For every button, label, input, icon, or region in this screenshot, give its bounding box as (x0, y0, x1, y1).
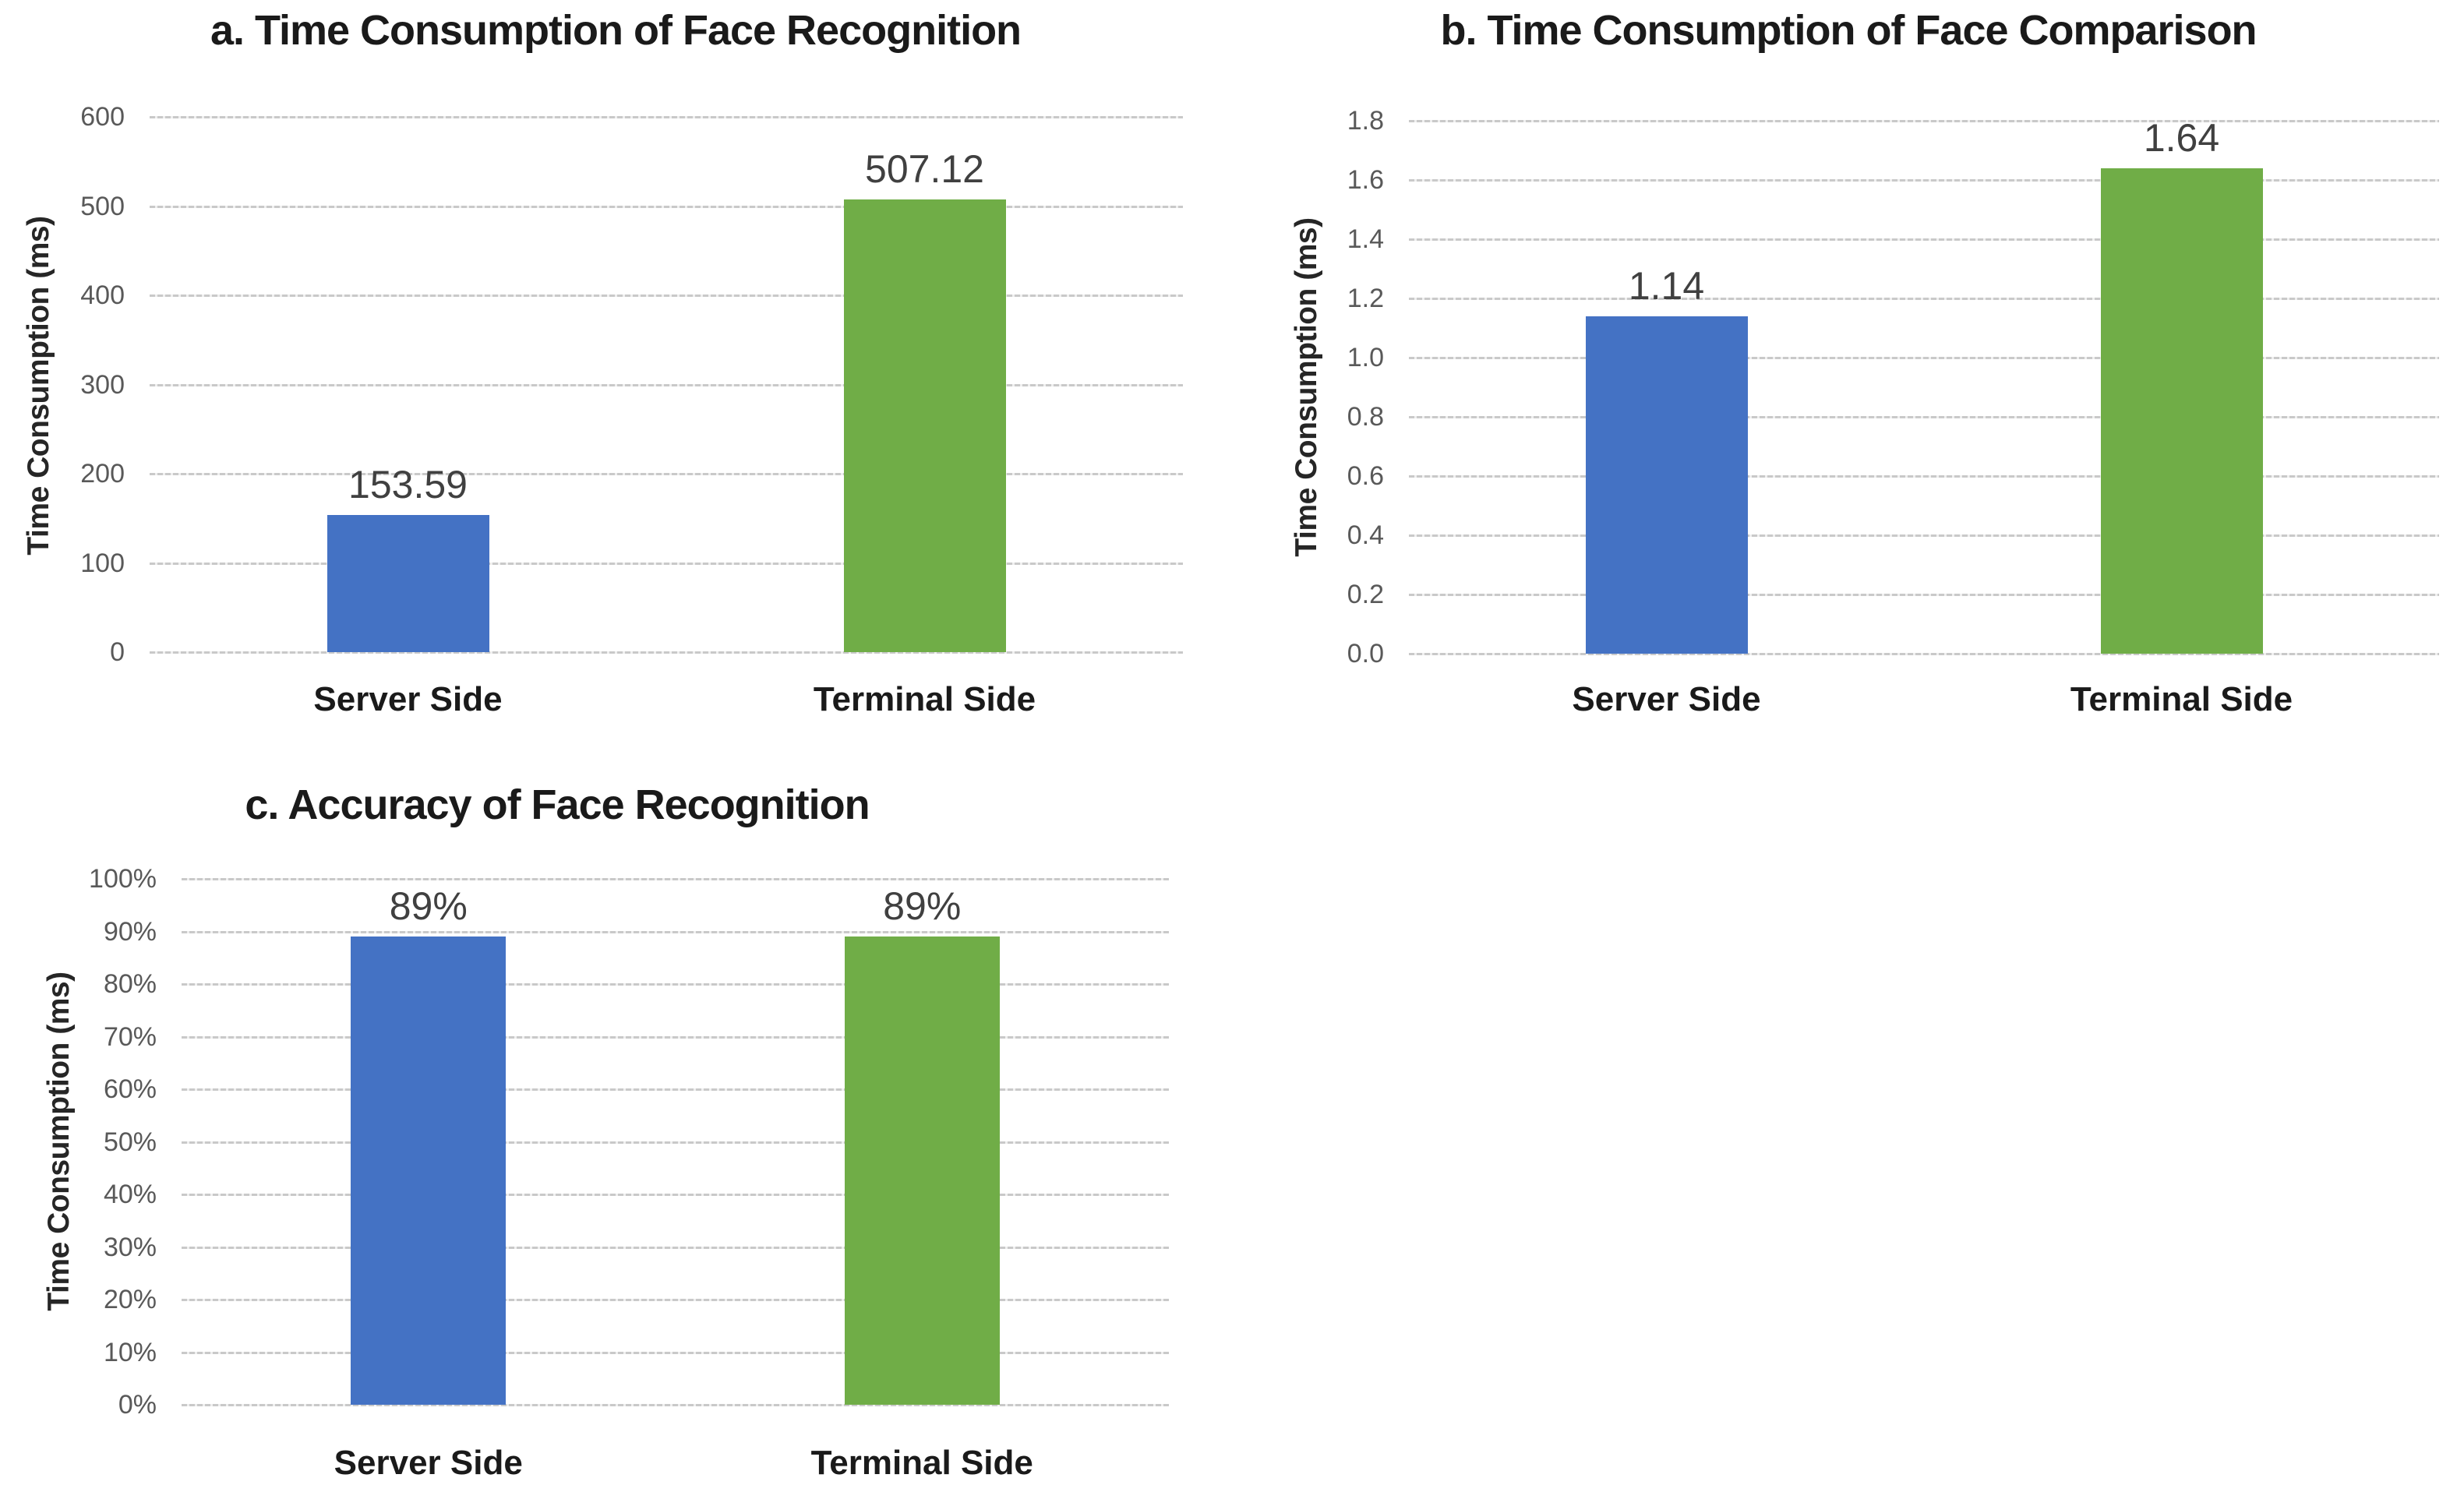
y-tick-label: 500 (80, 191, 125, 221)
bar-value-label: 89% (389, 884, 468, 929)
y-tick-label: 0.2 (1347, 580, 1384, 609)
gridline (150, 205, 1183, 208)
y-tick-label: 400 (80, 280, 125, 310)
y-tick-label: 300 (80, 369, 125, 400)
y-tick-label: 0% (118, 1390, 157, 1420)
gridline (182, 1035, 1169, 1039)
y-tick-label: 0.0 (1347, 639, 1384, 668)
chart-title: a. Time Consumption of Face Recognition (210, 7, 1022, 54)
gridline (182, 1246, 1169, 1249)
y-tick-label: 1.8 (1347, 106, 1384, 136)
y-tick-label: 100% (89, 864, 157, 894)
gridline (1409, 416, 2439, 418)
plot-area (1409, 121, 2439, 654)
gridline (182, 1141, 1169, 1144)
gridline (182, 1194, 1169, 1196)
y-tick-label: 10% (103, 1337, 157, 1367)
gridline (1409, 594, 2439, 596)
chart-title: c. Accuracy of Face Recognition (245, 781, 870, 828)
y-tick-label: 90% (103, 916, 157, 947)
gridline (150, 295, 1183, 297)
gridline (182, 878, 1169, 880)
gridline (150, 473, 1183, 475)
gridline (150, 383, 1183, 386)
y-tick-label: 70% (103, 1021, 157, 1052)
gridline (182, 1351, 1169, 1354)
bar-server-side (1585, 316, 1748, 654)
bar-value-label: 89% (883, 884, 962, 929)
gridline (1409, 534, 2439, 537)
y-tick-label: 1.4 (1347, 224, 1384, 254)
gridline (150, 651, 1183, 654)
y-tick-label: 0.8 (1347, 402, 1384, 432)
x-category-label: Terminal Side (813, 680, 1036, 718)
y-tick-label: 60% (103, 1074, 157, 1104)
bar-server-side (351, 937, 507, 1405)
bar-server-side (327, 515, 489, 652)
y-tick-label: 100 (80, 548, 125, 578)
x-category-label: Terminal Side (810, 1444, 1033, 1482)
gridline (1409, 357, 2439, 359)
chart-accuracy-face-recognition: c. Accuracy of Face Recognition Time Con… (0, 740, 1231, 1485)
gridline (182, 1299, 1169, 1301)
chart-time-consumption-face-recognition: a. Time Consumption of Face Recognition … (0, 0, 1231, 740)
bar-value-label: 1.14 (1628, 263, 1705, 308)
bar-value-label: 507.12 (865, 147, 984, 192)
bar-terminal-side (844, 937, 1000, 1405)
y-tick-label: 0.6 (1347, 461, 1384, 491)
x-category-label: Server Side (313, 680, 503, 718)
x-category-label: Server Side (334, 1444, 523, 1482)
y-tick-label: 0 (110, 637, 125, 667)
gridline (182, 1088, 1169, 1091)
bar-terminal-side (843, 199, 1006, 652)
chart-time-consumption-face-comparison: b. Time Consumption of Face Comparison T… (1233, 0, 2464, 740)
y-tick-label: 20% (103, 1285, 157, 1314)
gridline (150, 116, 1183, 118)
gridline (1409, 238, 2439, 241)
gridline (1409, 179, 2439, 182)
y-tick-label: 1.6 (1347, 165, 1384, 195)
gridline (1409, 120, 2439, 122)
bar-value-label: 153.59 (348, 463, 468, 507)
chart-title: b. Time Consumption of Face Comparison (1440, 7, 2257, 54)
y-tick-label: 40% (103, 1180, 157, 1209)
gridline (1409, 475, 2439, 478)
gridline (150, 562, 1183, 565)
y-tick-label: 30% (103, 1232, 157, 1262)
y-tick-label: 200 (80, 459, 125, 489)
y-tick-label: 0.4 (1347, 520, 1384, 550)
gridline (1409, 298, 2439, 300)
gridline (182, 1404, 1169, 1406)
y-tick-label: 80% (103, 969, 157, 999)
gridline (1409, 653, 2439, 655)
x-category-label: Server Side (1572, 680, 1761, 718)
bar-value-label: 1.64 (2143, 115, 2220, 160)
y-tick-label: 1.2 (1347, 284, 1384, 313)
gridline (182, 930, 1169, 933)
x-category-label: Terminal Side (2070, 680, 2293, 718)
y-tick-label: 600 (80, 102, 125, 132)
y-tick-label: 1.0 (1347, 343, 1384, 372)
y-tick-label: 50% (103, 1127, 157, 1157)
bar-terminal-side (2100, 168, 2263, 654)
gridline (182, 983, 1169, 986)
